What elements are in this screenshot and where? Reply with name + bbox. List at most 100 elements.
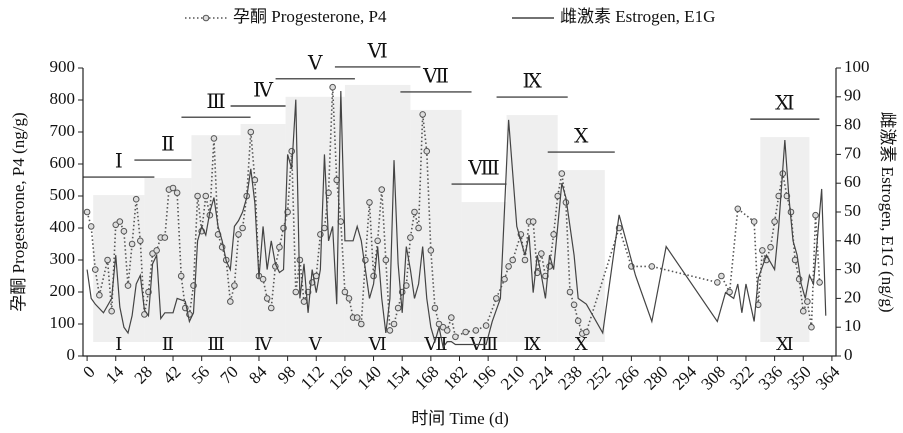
x-tick-label: 154 [382, 362, 414, 394]
point [808, 323, 815, 331]
legend-label: 雌激素 Estrogen, E1G [560, 7, 715, 26]
y-axis-label: 孕酮 Progesterone, P4 (ng/g) [9, 112, 28, 311]
point [231, 282, 238, 289]
point [448, 314, 455, 321]
point [96, 291, 103, 299]
point [443, 327, 451, 334]
period-label: Ⅸ [522, 71, 542, 93]
point [734, 205, 742, 213]
period-label: Ⅲ [206, 91, 225, 113]
point [341, 288, 349, 296]
point [132, 195, 140, 203]
point [104, 256, 111, 264]
point [714, 279, 721, 286]
period-label-bottom: Ⅴ [308, 334, 323, 354]
period-label: Ⅺ [775, 93, 794, 115]
point [124, 282, 132, 289]
point [521, 256, 529, 264]
period-label: Ⅳ [253, 80, 274, 102]
point [759, 247, 766, 254]
x-tick-label: 336 [755, 362, 786, 393]
point [292, 288, 300, 296]
point [799, 307, 807, 315]
x-tick-label: 98 [274, 362, 299, 387]
point [259, 275, 267, 283]
point [775, 192, 783, 200]
point [574, 317, 582, 325]
period-label-bottom: Ⅸ [523, 334, 541, 354]
point [120, 227, 128, 235]
period-box [557, 170, 605, 342]
x-tick-label: 364 [812, 362, 844, 394]
series-line [86, 91, 827, 349]
period-label: Ⅹ [574, 126, 589, 148]
point [554, 192, 562, 200]
point [128, 240, 136, 248]
x-tick-label: 28 [131, 362, 156, 387]
y-tick-label: 200 [50, 281, 76, 300]
y2-tick-label: 60 [844, 172, 861, 191]
period-box [285, 96, 345, 342]
point [482, 322, 490, 329]
period-label: Ⅱ [161, 134, 175, 156]
point [276, 243, 283, 251]
point [345, 295, 353, 302]
point [427, 247, 435, 254]
point [357, 320, 365, 328]
y-tick-label: 500 [50, 185, 76, 204]
point [317, 231, 324, 238]
point [538, 250, 545, 257]
y-tick-label: 400 [50, 217, 76, 236]
point [583, 328, 590, 336]
x-tick-label: 280 [640, 362, 671, 393]
point [419, 111, 426, 118]
x-tick-label: 308 [697, 362, 728, 393]
point [509, 256, 517, 264]
period-box [191, 135, 241, 342]
point [378, 186, 386, 193]
y2-tick-label: 40 [844, 230, 861, 249]
point [312, 272, 320, 280]
point [386, 327, 394, 334]
x-tick-label: 266 [612, 362, 643, 393]
y2-tick-label: 70 [844, 143, 861, 162]
point [493, 295, 500, 302]
x-tick-label: 56 [188, 362, 213, 387]
point [771, 218, 778, 225]
legend-marker [202, 14, 210, 22]
x-tick-label: 0 [79, 362, 98, 381]
point [116, 218, 124, 225]
period-label-bottom: Ⅺ [776, 334, 793, 354]
x-tick-label: 126 [325, 362, 356, 393]
y2-tick-label: 20 [844, 287, 861, 306]
point [227, 298, 234, 305]
x-tick-label: 196 [468, 362, 499, 393]
point [83, 208, 91, 216]
point [804, 298, 811, 305]
point [407, 234, 414, 241]
point [431, 304, 439, 312]
point [767, 243, 774, 251]
point [366, 199, 373, 206]
point [546, 263, 553, 270]
period-label-bottom: Ⅰ [115, 334, 122, 354]
point [235, 231, 242, 238]
x-axis-label: 时间 Time (d) [411, 409, 509, 428]
point [566, 288, 574, 296]
x-tick-label: 14 [102, 362, 128, 388]
y2-tick-label: 100 [844, 57, 870, 76]
period-label: Ⅶ [422, 66, 449, 88]
point [161, 234, 169, 241]
point [452, 333, 459, 341]
period-label-bottom: Ⅵ [368, 334, 387, 354]
y2-tick-label: 10 [844, 316, 861, 335]
point [648, 263, 656, 270]
period-box [144, 178, 192, 342]
point [247, 128, 255, 136]
point [210, 135, 218, 142]
point [472, 327, 480, 334]
y-tick-label: 100 [50, 313, 76, 332]
x-tick-label: 294 [669, 362, 701, 394]
point [462, 328, 469, 336]
y2-tick-label: 80 [844, 115, 861, 134]
